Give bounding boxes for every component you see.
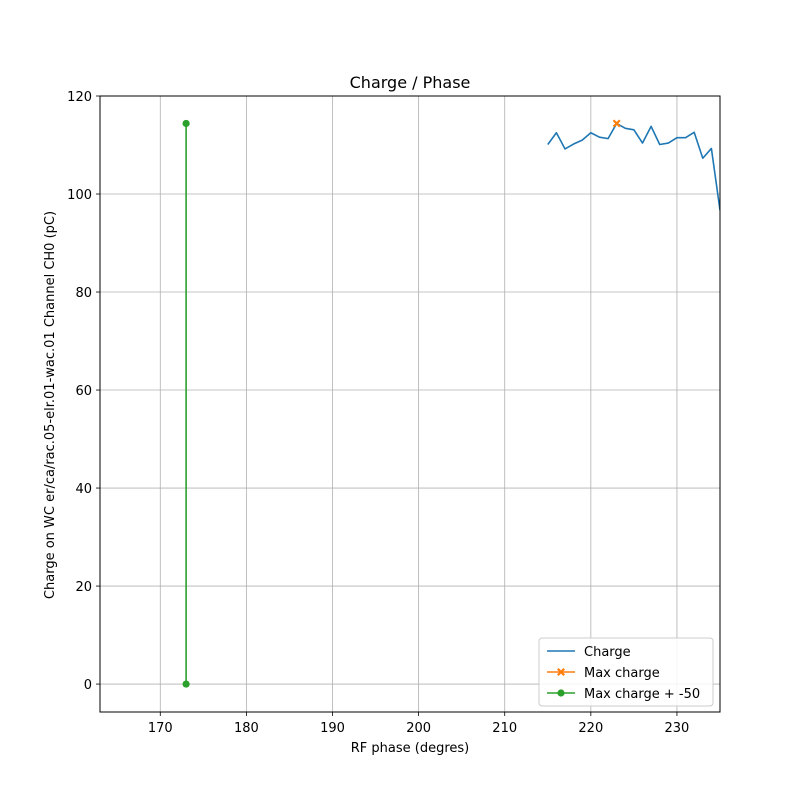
y-tick-label: 40 [75,482,92,497]
marker-stroke [557,668,565,676]
legend-label-max-charge: Max charge [584,666,660,681]
y-tick-label: 100 [67,188,92,203]
marker-stroke [612,119,621,128]
plot-area [182,119,720,688]
y-axis: 0 20 40 60 80 100 120 [67,90,100,693]
y-tick-label: 80 [75,286,92,301]
legend-marker-max-charge-50 [557,689,565,697]
x-axis-label: RF phase (degres) [351,741,469,756]
legend-box [538,637,714,707]
data-point-max-charge-50 [182,680,190,688]
x-tick-label: 190 [320,721,345,736]
y-axis-label: Charge on WC er/ca/rac.05-elr.01-wac.01 … [43,211,58,599]
grid-lines [100,95,720,712]
x-tick-label: 200 [406,721,431,736]
legend-marker-max-charge [557,668,565,676]
chart-title: Charge / Phase [350,73,471,92]
y-tick-label: 20 [75,580,92,595]
legend-label-max-charge-50: Max charge + -50 [584,687,700,702]
x-tick-label: 230 [665,721,690,736]
legend-label-charge: Charge [584,645,631,660]
x-tick-label: 220 [578,721,603,736]
x-tick-label: 180 [234,721,259,736]
data-point-max-charge-50 [182,119,190,128]
x-tick-label: 210 [492,721,517,736]
y-tick-label: 120 [67,90,92,105]
x-tick-label: 170 [148,721,173,736]
y-tick-label: 60 [75,384,92,399]
legend: Charge Max charge Max charge + -50 [538,637,714,707]
axes-frame [99,95,721,713]
data-point-max-charge [612,119,621,128]
series-line-charge [547,122,720,211]
x-axis: 170 180 190 200 210 220 230 [148,712,689,736]
y-tick-label: 0 [84,678,92,693]
